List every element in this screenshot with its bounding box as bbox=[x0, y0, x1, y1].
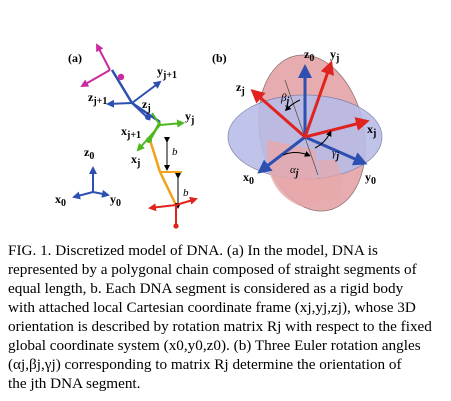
frame-j bbox=[136, 112, 185, 152]
local-axis-z-j bbox=[250, 89, 306, 139]
frame-node bbox=[145, 114, 151, 120]
frame-j-plus-1 bbox=[106, 80, 162, 121]
label-global-x0: x0 bbox=[55, 192, 66, 209]
figure-1: (a) bbox=[55, 43, 383, 229]
frame-top bbox=[80, 43, 125, 87]
label-b-y0: y0 bbox=[365, 170, 376, 187]
frame-axis-z-j bbox=[151, 112, 161, 126]
local-axis-x-j bbox=[304, 117, 370, 139]
panel-b: (b) z0 yj zj βj xj γj αj x0 y0 bbox=[212, 47, 383, 212]
pink-disk-front bbox=[318, 160, 342, 200]
panel-a: (a) bbox=[55, 43, 198, 229]
label-b-yj: yj bbox=[330, 47, 339, 64]
frame-axis-z-j1 bbox=[106, 99, 133, 108]
caption-line: global coordinate system (x0,y0,z0). (b)… bbox=[8, 337, 421, 354]
label-y-j1: yj+1 bbox=[157, 64, 177, 81]
global-axis-x0 bbox=[72, 191, 94, 200]
label-global-z0: z0 bbox=[84, 145, 94, 162]
chain-segment bbox=[158, 171, 178, 206]
caption-line: equal length, b. Each DNA segment is con… bbox=[8, 280, 404, 297]
frame-axis-y-j bbox=[159, 119, 185, 128]
frame-axis bbox=[80, 69, 111, 87]
label-gamma: γj bbox=[332, 147, 339, 162]
node-line bbox=[284, 79, 319, 176]
label-x-j: xj bbox=[131, 152, 140, 169]
label-x-j1: xj+1 bbox=[121, 124, 141, 141]
frame-axis bbox=[148, 203, 177, 212]
label-b-zj: zj bbox=[236, 80, 245, 97]
label-b-2: b bbox=[183, 187, 189, 199]
frame-node bbox=[146, 137, 152, 143]
label-global-y0: y0 bbox=[110, 192, 121, 209]
panel-b-tag: (b) bbox=[212, 51, 227, 65]
label-b-1: b bbox=[172, 146, 178, 158]
global-frame-a bbox=[72, 166, 110, 200]
caption-line: orientation is described by rotation mat… bbox=[8, 318, 432, 335]
local-axis-y-j bbox=[303, 60, 334, 138]
caption-line: the jth DNA segment. bbox=[8, 375, 141, 392]
frame-axis bbox=[96, 43, 111, 71]
gamma-arc bbox=[314, 130, 332, 149]
caption-line: with attached local Cartesian coordinate… bbox=[8, 299, 416, 316]
label-b-xj: xj bbox=[367, 122, 376, 139]
frame-bottom bbox=[148, 171, 198, 229]
beta-arc bbox=[284, 99, 301, 112]
label-z-j1: zj+1 bbox=[88, 90, 107, 107]
label-b-z0: z0 bbox=[304, 47, 314, 64]
caption-line: FIG. 1. Discretized model of DNA. (a) In… bbox=[8, 242, 378, 259]
global-axis-y0 bbox=[92, 189, 110, 198]
figure-caption: FIG. 1. Discretized model of DNA. (a) In… bbox=[8, 241, 445, 393]
global-axis-x0 bbox=[257, 135, 306, 174]
frame-node bbox=[173, 223, 179, 229]
caption-line: represented by a polygonal chain compose… bbox=[8, 261, 417, 278]
chain-segment bbox=[110, 69, 134, 104]
frame-node bbox=[117, 73, 125, 81]
label-beta: βj bbox=[280, 92, 289, 107]
label-alpha: αj bbox=[290, 164, 299, 179]
frame-axis-y-j1 bbox=[131, 80, 162, 104]
global-axis-y0 bbox=[304, 135, 368, 166]
label-y-j: yj bbox=[185, 109, 194, 126]
label-z-j: zj bbox=[142, 97, 151, 114]
chain-segment bbox=[148, 139, 162, 173]
label-b-x0: x0 bbox=[243, 170, 254, 187]
panel-a-tag: (a) bbox=[68, 51, 82, 65]
alpha-arc bbox=[282, 151, 311, 157]
caption-line: (αj,βj,γj) corresponding to matrix Rj de… bbox=[8, 356, 402, 373]
frame-axis bbox=[175, 196, 198, 206]
